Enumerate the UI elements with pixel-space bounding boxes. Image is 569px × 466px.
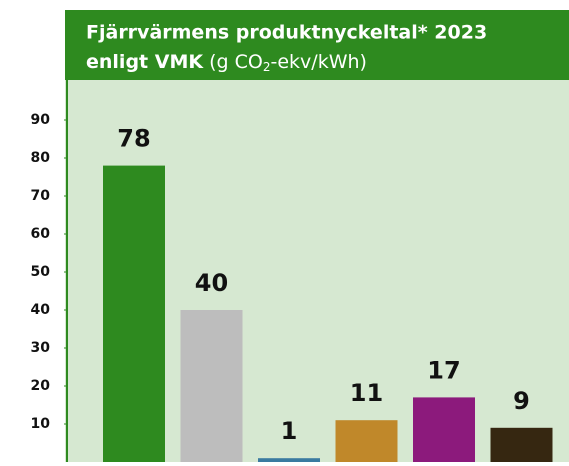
bar — [335, 420, 398, 462]
y-tick-label: 20 — [31, 378, 51, 394]
header — [65, 10, 569, 80]
value-label: 17 — [427, 356, 460, 384]
subtitle-part: -ekv/kWh) — [271, 51, 367, 73]
value-label: 40 — [195, 269, 228, 297]
chart-subtitle: enligt VMK (g CO2-ekv/kWh) — [86, 51, 367, 74]
y-tick-label: 50 — [31, 264, 51, 280]
chart-title: Fjärrvärmens produktnyckeltal* 2023 — [86, 22, 487, 44]
y-tick-label: 70 — [31, 188, 51, 204]
value-label: 1 — [281, 417, 298, 445]
bar — [413, 397, 475, 462]
subtitle-part: (g CO — [209, 51, 263, 73]
bar — [258, 458, 320, 462]
bar — [180, 310, 243, 462]
value-label: 9 — [513, 387, 530, 415]
y-tick-label: 30 — [31, 340, 51, 356]
y-tick-label: 60 — [31, 226, 51, 242]
subtitle-subscript: 2 — [263, 60, 271, 74]
subtitle-bold: enligt VMK — [86, 51, 204, 73]
bar — [103, 165, 165, 462]
y-tick-label: 90 — [31, 112, 51, 128]
y-tick-label: 10 — [31, 416, 51, 432]
value-label: 78 — [117, 125, 150, 153]
y-tick-label: 80 — [31, 150, 51, 166]
bar — [490, 427, 553, 462]
y-tick-label: 40 — [31, 302, 51, 318]
value-label: 11 — [350, 379, 383, 407]
